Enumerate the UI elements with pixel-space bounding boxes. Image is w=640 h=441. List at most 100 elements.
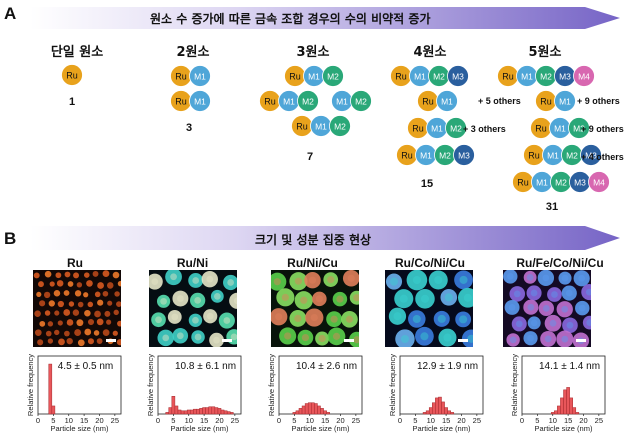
panel-b-banner-text: 크기 및 성분 집중 현상 [255, 233, 372, 247]
particle-size-value: 10.4 ± 2.6 nm [296, 361, 357, 372]
x-tick-label: 25 [231, 416, 239, 425]
atom-label-m1: M1 [521, 71, 533, 81]
count-5-element: 31 [545, 201, 559, 213]
atom-label-ru: Ru [535, 123, 547, 133]
count-1-element: 1 [68, 96, 76, 108]
atom-m3 [447, 65, 469, 87]
sample-title-ru-ni-cu: Ru/Ni/Cu [287, 256, 338, 270]
scale-bar [106, 339, 116, 342]
x-tick-label: 20 [215, 416, 223, 425]
histogram-frame [278, 355, 363, 415]
panel-a-label: A [4, 4, 17, 23]
atom-label-ru: Ru [422, 96, 434, 106]
column-title-2-element: 2원소 [176, 45, 210, 60]
atom-m1 [554, 90, 576, 112]
histogram-bar [205, 407, 209, 415]
atom-label-m1: M1 [336, 96, 348, 106]
atom-label-m1: M1 [414, 71, 426, 81]
atom-label-m2: M2 [566, 150, 578, 160]
atom-label-m3: M3 [585, 150, 597, 160]
atom-label-m2: M2 [302, 96, 314, 106]
scale-bar [344, 339, 354, 342]
atom-cluster: Ru M1 M2 [259, 90, 319, 112]
column-title-5-element: 5원소 [528, 45, 562, 60]
atom-label-ru: Ru [528, 150, 540, 160]
atom-label-m2: M2 [327, 71, 339, 81]
x-tick-label: 10 [427, 416, 435, 425]
x-tick-label: 25 [352, 416, 360, 425]
atom-label-m3: M3 [458, 150, 470, 160]
histogram-bar [575, 412, 580, 415]
x-tick-label: 25 [111, 416, 119, 425]
note-5-element-row-4: + 4 others [581, 152, 624, 162]
x-axis-label: Particle size (nm) [292, 424, 350, 433]
histogram-bar [217, 408, 222, 415]
x-tick-label: 10 [549, 416, 557, 425]
histogram-bar [186, 409, 191, 415]
x-tick-label: 15 [80, 416, 88, 425]
note-4-element-row-2: + 5 others [478, 96, 521, 106]
histogram-bar [557, 405, 561, 415]
atom-m2 [297, 90, 319, 112]
x-tick-label: 0 [520, 416, 524, 425]
atom-label-m2: M2 [433, 71, 445, 81]
x-tick-label: 15 [442, 416, 450, 425]
scale-bar [458, 339, 468, 342]
histogram-bar [444, 407, 448, 415]
atom-label-m1: M1 [194, 71, 206, 81]
column-title-1-element: 단일 원소 [50, 45, 104, 60]
y-axis-label: Relative frequency [146, 354, 155, 416]
histogram-bar [199, 408, 203, 415]
sample-title-ru: Ru [67, 256, 83, 270]
column-title-3-element: 3원소 [296, 45, 330, 60]
histogram-bar [317, 405, 321, 415]
atom-m2 [322, 65, 344, 87]
histogram-bar [569, 397, 573, 415]
histogram-bar [447, 410, 451, 415]
column-title-4-element: 4원소 [413, 45, 447, 60]
count-4-element: 15 [420, 178, 434, 190]
histogram-bar [554, 410, 558, 415]
histogram-bar [183, 410, 188, 415]
atom-cluster: Ru M1 [170, 90, 211, 112]
x-tick-label: 20 [95, 416, 103, 425]
particle-size-value: 12.9 ± 1.9 nm [417, 361, 478, 372]
particle-size-value: 14.1 ± 1.4 nm [539, 361, 600, 372]
atom-label-m1: M1 [283, 96, 295, 106]
atom-label-ru: Ru [412, 123, 424, 133]
histogram-bar [165, 412, 170, 415]
atom-cluster: Ru M1 M2 M3 M4 [512, 171, 610, 193]
panel-b-banner-arrow [30, 226, 620, 250]
histogram-bar [450, 412, 455, 415]
atom-m2 [568, 117, 590, 139]
x-tick-label: 15 [321, 416, 329, 425]
atom-label-m1: M1 [441, 96, 453, 106]
histogram-bar [566, 387, 570, 415]
x-tick-label: 5 [413, 416, 417, 425]
atom-label-m2: M2 [540, 71, 552, 81]
atom-label-ru: Ru [296, 121, 308, 131]
atom-m2 [350, 90, 372, 112]
panel-a-banner-arrow [30, 7, 620, 29]
atom-label-m2: M2 [450, 123, 462, 133]
histogram-bar [425, 410, 430, 415]
atom-label-m1: M1 [420, 150, 432, 160]
atom-label-m2: M2 [439, 150, 451, 160]
histogram-bar [311, 402, 315, 415]
x-tick-label: 0 [277, 416, 281, 425]
x-tick-label: 25 [473, 416, 481, 425]
scale-bar [576, 339, 586, 342]
histogram-bar [171, 396, 176, 415]
atom-label-ru: Ru [540, 96, 552, 106]
atom-label-m3: M3 [559, 71, 571, 81]
atom-label-ru: Ru [401, 150, 413, 160]
x-tick-label: 20 [579, 416, 587, 425]
atom-label-m4: M4 [578, 71, 590, 81]
atom-ru [61, 64, 83, 86]
sample-title-ru-fe-co-ni-cu: Ru/Fe/Co/Ni/Cu [516, 256, 604, 270]
sample-title-ru-co-ni-cu: Ru/Co/Ni/Cu [395, 256, 465, 270]
y-axis-label: Relative frequency [267, 354, 276, 416]
